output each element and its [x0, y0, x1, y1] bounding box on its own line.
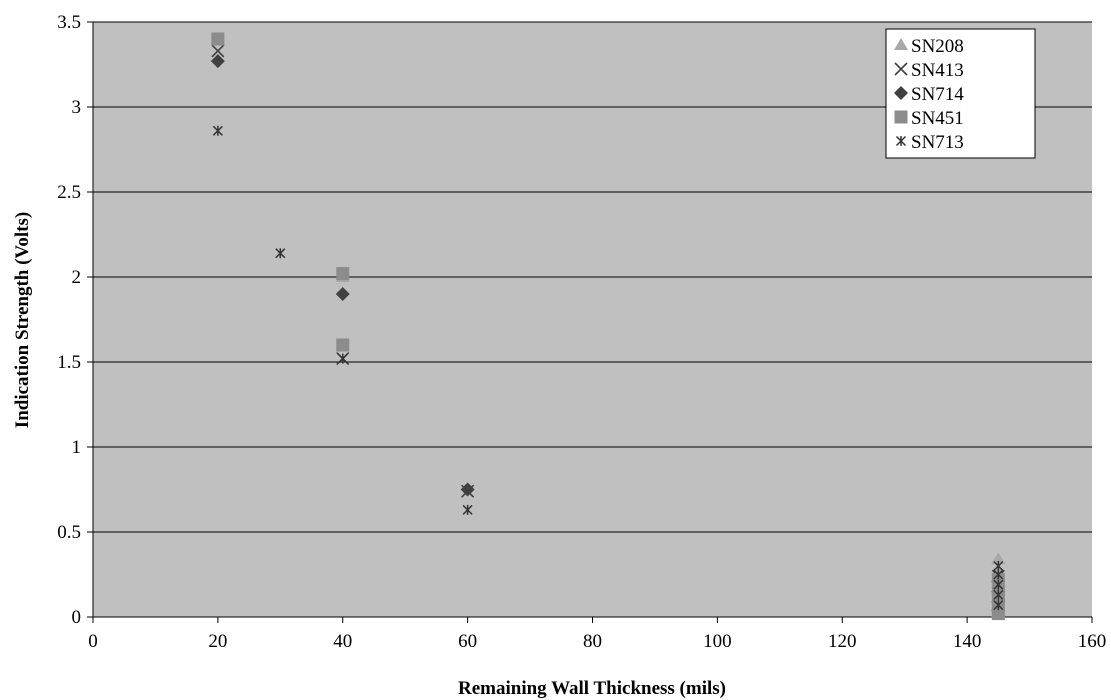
legend-marker — [895, 135, 907, 147]
data-point — [993, 569, 1004, 580]
legend-marker — [894, 86, 908, 100]
y-tick-label: 2.5 — [57, 182, 81, 203]
data-point — [212, 125, 223, 136]
legend-label: SN451 — [911, 108, 964, 129]
data-point — [462, 504, 473, 515]
legend: SN208 SN413 SN714 SN451 SN713 — [885, 28, 1036, 159]
data-point — [211, 44, 225, 58]
data-point — [336, 267, 350, 281]
data-point — [991, 573, 1005, 587]
x-tick-label: 40 — [333, 631, 352, 652]
y-tick-label: 0.5 — [57, 522, 81, 543]
data-point — [991, 552, 1006, 565]
y-tick-label: 3 — [72, 97, 82, 118]
x-tick-label: 100 — [703, 631, 732, 652]
y-tick-labels: 0 0.5 1 1.5 2 2.5 3 3.5 — [57, 12, 93, 628]
data-point — [993, 600, 1004, 611]
legend-label: SN714 — [911, 84, 964, 105]
legend-marker — [894, 110, 908, 124]
y-tick-label: 1 — [72, 437, 82, 458]
x-tick-label: 60 — [458, 631, 477, 652]
data-point — [336, 338, 350, 352]
legend-marker — [894, 62, 908, 76]
data-point — [460, 482, 475, 497]
y-tick-label: 0 — [72, 607, 82, 628]
legend-marker — [894, 38, 908, 50]
x-tick-label: 120 — [828, 631, 857, 652]
data-point — [993, 560, 1004, 572]
data-point — [335, 287, 350, 301]
x-tick-labels: 0 20 40 60 80 100 120 140 160 — [88, 617, 1106, 652]
x-tick-label: 0 — [88, 631, 98, 652]
x-axis-title: Remaining Wall Thickness (mils) — [458, 678, 726, 699]
data-point — [993, 579, 1004, 590]
data-point — [210, 54, 225, 69]
x-tick-label: 140 — [953, 631, 982, 652]
data-point — [275, 248, 286, 259]
data-point — [991, 607, 1005, 621]
data-point — [211, 32, 225, 46]
legend-label: SN208 — [911, 36, 964, 57]
x-tick-label: 20 — [208, 631, 227, 652]
y-tick-label: 1.5 — [57, 352, 81, 373]
legend-box — [885, 28, 1036, 159]
x-tick-label: 160 — [1078, 631, 1107, 652]
data-point — [337, 353, 348, 364]
y-tick-label: 2 — [72, 267, 82, 288]
series-SN713 — [212, 125, 1004, 611]
x-tick-label: 80 — [583, 631, 602, 652]
legend-label: SN713 — [911, 132, 964, 153]
y-tick-label: 3.5 — [57, 12, 81, 33]
y-axis-title: Indication Strength (Volts) — [12, 212, 33, 428]
data-points — [210, 32, 1006, 621]
legend-label: SN413 — [911, 60, 964, 81]
data-point — [993, 589, 1004, 600]
